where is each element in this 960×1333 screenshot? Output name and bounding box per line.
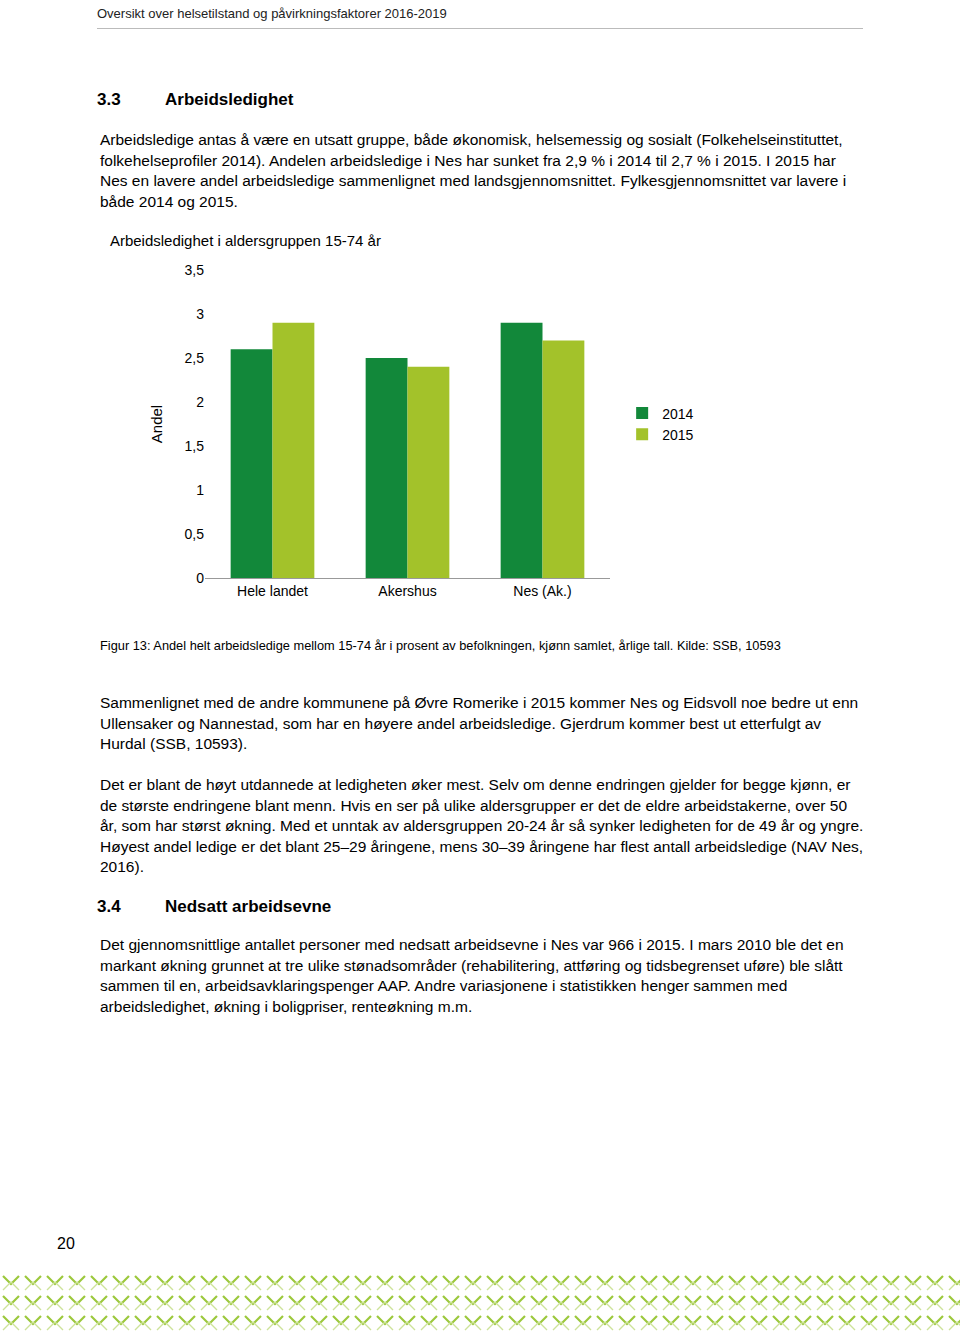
html-text:3.3: 3.3 bbox=[97, 90, 121, 109]
svg-text:2015: 2015 bbox=[662, 427, 693, 443]
svg-text:0,5: 0,5 bbox=[185, 526, 205, 542]
html-text:Oversikt over helsetilstand og: Oversikt over helsetilstand og påvirknin… bbox=[97, 6, 447, 21]
svg-text:0: 0 bbox=[196, 570, 204, 586]
svg-text:3,5: 3,5 bbox=[185, 262, 205, 278]
svg-text:3: 3 bbox=[196, 306, 204, 322]
html-text:3.4: 3.4 bbox=[97, 897, 121, 916]
html-text:20: 20 bbox=[57, 1235, 75, 1252]
svg-text:Arbeidsledighet i aldersgruppe: Arbeidsledighet i aldersgruppen 15-74 år bbox=[110, 232, 381, 249]
html-text:Det er blant de høyt utdannede: Det er blant de høyt utdannede at ledigh… bbox=[100, 776, 864, 875]
svg-text:1,5: 1,5 bbox=[185, 438, 205, 454]
svg-text:Hele landet: Hele landet bbox=[237, 583, 308, 599]
html-text:Det gjennomsnittlige antallet: Det gjennomsnittlige antallet personer m… bbox=[100, 936, 844, 1015]
svg-text:2: 2 bbox=[196, 394, 204, 410]
svg-text:Nes (Ak.): Nes (Ak.) bbox=[513, 583, 571, 599]
html-text:Nedsatt arbeidsevne: Nedsatt arbeidsevne bbox=[165, 897, 332, 916]
svg-text:2,5: 2,5 bbox=[185, 350, 205, 366]
svg-text:Akershus: Akershus bbox=[378, 583, 436, 599]
html-text:Arbeidsledige antas å være en: Arbeidsledige antas å være en utsatt gru… bbox=[100, 131, 847, 210]
svg-text:1: 1 bbox=[196, 482, 204, 498]
svg-text:Andel: Andel bbox=[148, 405, 165, 443]
html-text:Figur 13: Andel helt arbeidsle: Figur 13: Andel helt arbeidsledige mello… bbox=[100, 638, 781, 653]
html-text:Sammenlignet med de andre komm: Sammenlignet med de andre kommunene på Ø… bbox=[100, 694, 859, 752]
html-text:Arbeidsledighet: Arbeidsledighet bbox=[165, 90, 294, 109]
svg-text:2014: 2014 bbox=[662, 406, 693, 422]
